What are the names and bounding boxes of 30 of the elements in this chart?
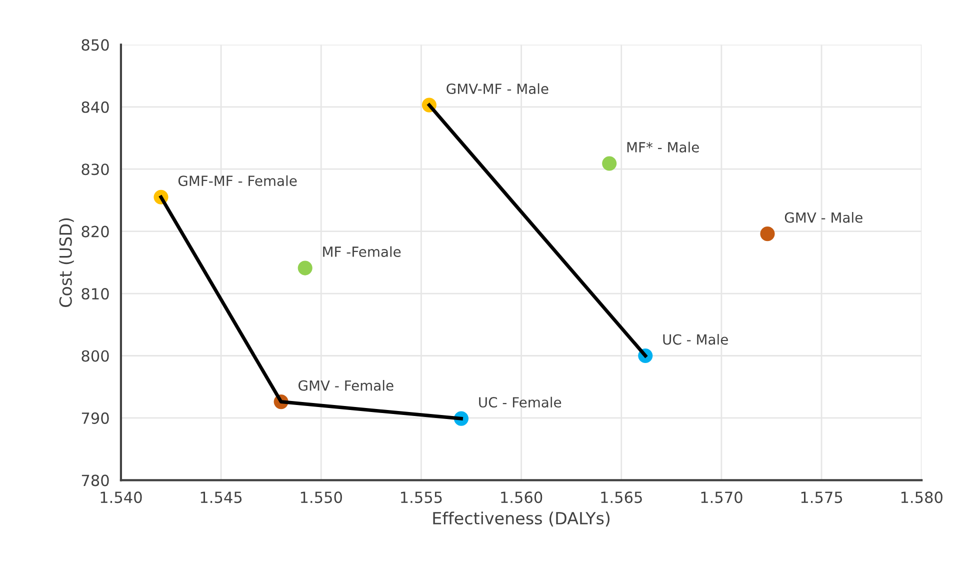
- data-label: MF* - Male: [627, 142, 699, 152]
- x-tick-label: 1.540: [100, 492, 142, 504]
- y-tick-label: 800: [82, 350, 109, 362]
- x-tick-label: 1.555: [401, 492, 442, 504]
- point: [602, 156, 617, 171]
- y-tick-label: 780: [82, 474, 109, 486]
- data-label: GMV - Male: [784, 212, 862, 223]
- y-tick-label: 810: [82, 288, 109, 300]
- y-tick-label: 820: [82, 226, 109, 238]
- point: [298, 260, 312, 276]
- y-tick-label: 850: [82, 39, 109, 51]
- x-tick-label: 1.575: [801, 492, 842, 504]
- x-tick-label: 1.545: [200, 492, 242, 504]
- data-label: MF -Female: [323, 246, 401, 258]
- x-tick-label: 1.580: [901, 492, 942, 504]
- x-tick-label: 1.565: [601, 492, 642, 504]
- point: [760, 226, 775, 242]
- data-label: GMV - Female: [298, 380, 394, 391]
- x-tick-label: 1.550: [300, 492, 342, 504]
- y-axis-title: Cost (USD): [59, 218, 74, 307]
- x-tick-label: 1.570: [701, 492, 742, 504]
- x-tick-label: 1.560: [501, 492, 542, 504]
- y-tick-label: 790: [82, 412, 109, 424]
- data-label: UC - Female: [479, 396, 562, 408]
- data-label: UC - Male: [663, 334, 728, 345]
- y-tick-label: 840: [82, 101, 109, 113]
- x-axis-title: Effectiveness (DALYs): [433, 512, 610, 526]
- data-label: GMF-MF - Female: [178, 175, 297, 186]
- data-label: GMV-MF - Male: [446, 83, 548, 94]
- y-tick-label: 830: [82, 164, 109, 176]
